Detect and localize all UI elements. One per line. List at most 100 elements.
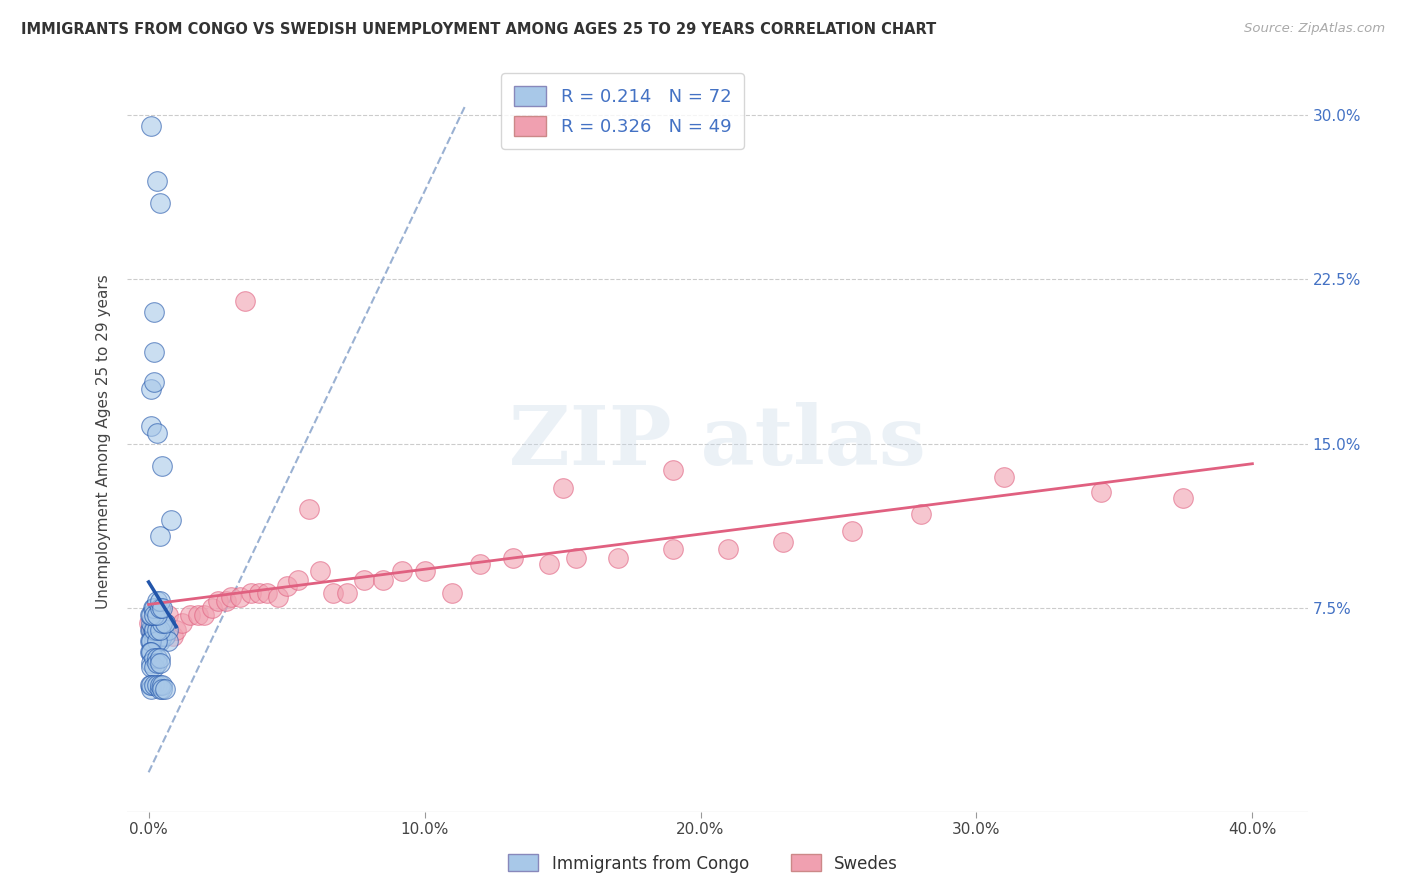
Point (153, 616, 176, 631)
Point (153, 616, 176, 631)
Point (156, 607, 179, 622)
Point (146, 651, 169, 665)
Point (146, 623, 169, 637)
Point (239, 585, 262, 599)
Point (149, 678, 172, 692)
Point (373, 573, 395, 587)
Point (146, 656, 169, 670)
Point (322, 585, 344, 599)
Point (551, 481, 574, 495)
Point (149, 601, 172, 615)
Point (187, 607, 209, 622)
Point (841, 524, 863, 539)
Point (152, 616, 174, 631)
Point (149, 681, 172, 696)
Point (276, 579, 298, 593)
Point (138, 616, 160, 631)
Point (233, 294, 256, 309)
Text: ZIP atlas: ZIP atlas (509, 401, 925, 482)
Point (179, 607, 201, 622)
Point (141, 645, 163, 659)
Legend: R = 0.214   N = 72, R = 0.326   N = 49: R = 0.214 N = 72, R = 0.326 N = 49 (501, 73, 744, 149)
Point (143, 633, 166, 648)
Point (149, 656, 172, 670)
Point (1173, 491, 1195, 506)
Point (143, 607, 166, 622)
Point (298, 502, 321, 516)
Point (146, 425, 169, 440)
Point (149, 529, 172, 543)
Point (165, 623, 187, 637)
Point (156, 633, 179, 648)
Point (152, 601, 174, 615)
Point (139, 633, 162, 648)
Point (153, 630, 176, 644)
Point (143, 607, 166, 622)
Point (207, 594, 229, 608)
Point (141, 656, 163, 670)
Point (287, 573, 309, 587)
Point (141, 660, 163, 674)
Point (152, 623, 174, 637)
Point (149, 616, 172, 631)
Point (228, 590, 250, 604)
Point (391, 564, 413, 578)
Point (215, 594, 238, 608)
Point (143, 601, 166, 615)
Point (146, 174, 169, 188)
Point (152, 681, 174, 696)
Point (502, 550, 524, 565)
Point (662, 541, 685, 556)
Point (152, 630, 174, 644)
Point (413, 564, 436, 578)
Point (308, 564, 330, 578)
Point (139, 633, 162, 648)
Point (146, 616, 169, 631)
Point (141, 607, 163, 622)
Point (910, 507, 932, 521)
Point (141, 633, 163, 648)
Point (143, 607, 166, 622)
Point (441, 585, 464, 599)
Point (141, 616, 163, 631)
Point (152, 458, 174, 473)
Point (267, 590, 290, 604)
Point (139, 678, 162, 692)
Point (256, 585, 278, 599)
Point (143, 305, 166, 319)
Point (139, 645, 162, 659)
Point (993, 469, 1015, 483)
Text: IMMIGRANTS FROM CONGO VS SWEDISH UNEMPLOYMENT AMONG AGES 25 TO 29 YEARS CORRELAT: IMMIGRANTS FROM CONGO VS SWEDISH UNEMPLO… (21, 22, 936, 37)
Point (141, 623, 163, 637)
Point (537, 558, 560, 572)
Point (153, 616, 176, 631)
Point (1090, 484, 1112, 499)
Point (153, 681, 176, 696)
Point (141, 382, 163, 396)
Point (146, 678, 169, 692)
Point (143, 376, 166, 390)
Legend: Immigrants from Congo, Swedes: Immigrants from Congo, Swedes (502, 847, 904, 880)
Point (142, 623, 165, 637)
Point (146, 630, 169, 644)
Point (146, 630, 169, 644)
Point (717, 541, 740, 556)
Point (353, 573, 375, 587)
Point (221, 590, 243, 604)
Point (156, 623, 179, 637)
Point (152, 678, 174, 692)
Point (152, 616, 174, 631)
Point (143, 678, 166, 692)
Point (606, 550, 628, 565)
Point (141, 419, 163, 434)
Point (139, 607, 162, 622)
Point (146, 633, 169, 648)
Point (247, 585, 270, 599)
Point (170, 616, 193, 631)
Point (143, 660, 166, 674)
Point (159, 513, 181, 527)
Point (146, 633, 169, 648)
Point (565, 550, 588, 565)
Point (201, 601, 224, 615)
Point (149, 195, 172, 210)
